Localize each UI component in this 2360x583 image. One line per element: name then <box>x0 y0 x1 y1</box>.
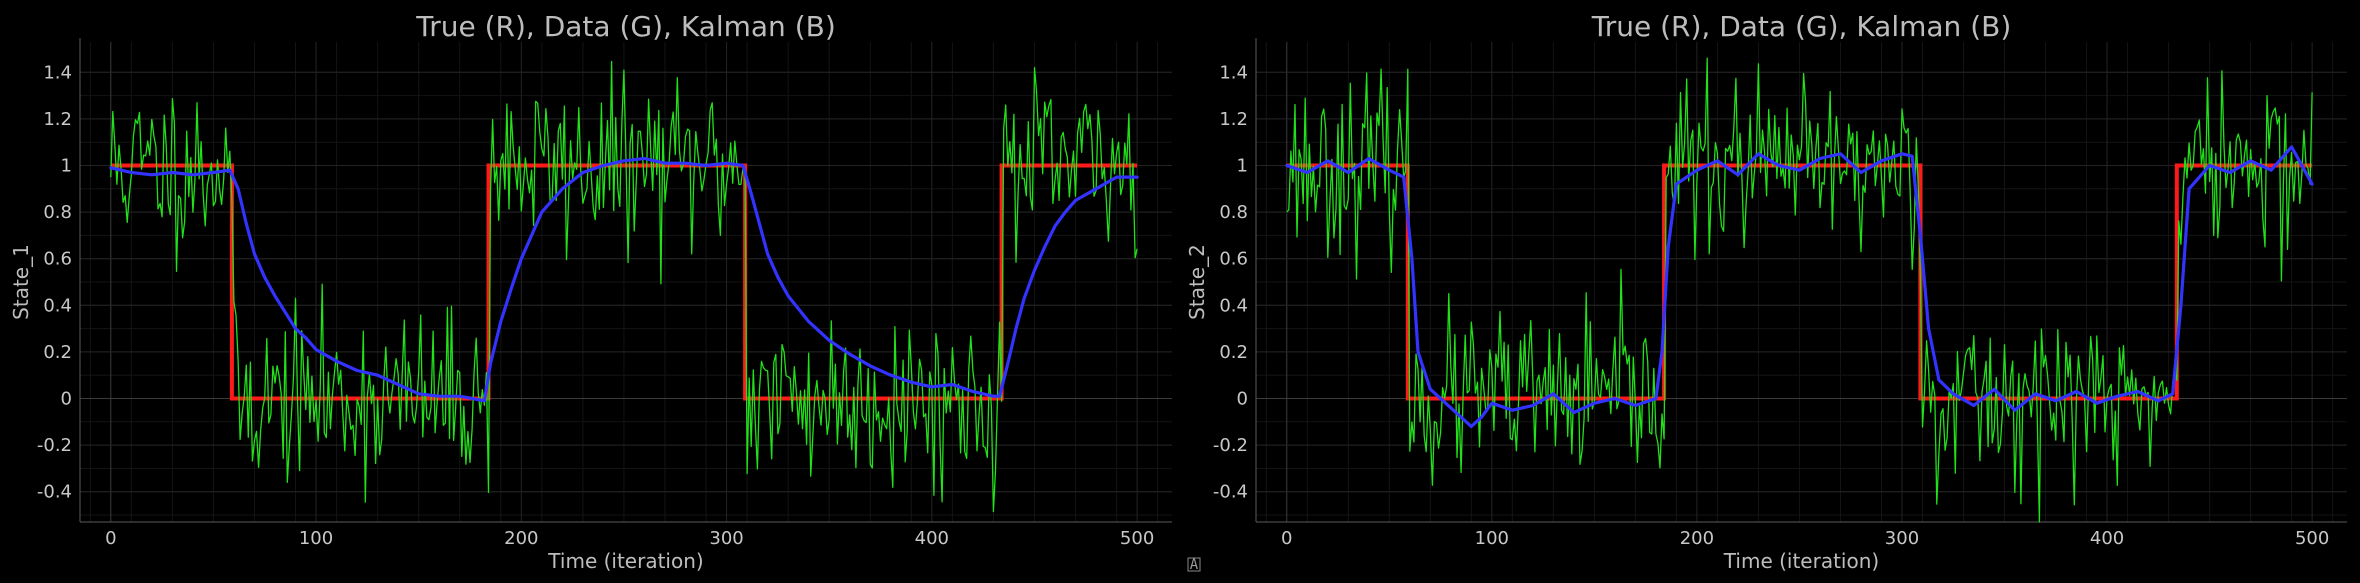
true-series-state-2 <box>1286 163 2313 401</box>
y-tick-label: 0.8 <box>1219 202 1248 223</box>
y-tick-label: 1 <box>1237 155 1248 176</box>
y-tick-label: 1.4 <box>43 62 72 83</box>
y-tick-label: -0.2 <box>1213 435 1248 456</box>
x-tick-label: 0 <box>105 528 116 549</box>
chart-title-state-1: True (R), Data (G), Kalman (B) <box>415 10 836 43</box>
y-tick-label: -0.4 <box>1213 482 1248 503</box>
x-axis-label-state-2: Time (iteration) <box>1723 549 1879 573</box>
kalman-line <box>1285 145 2314 429</box>
true-line <box>1286 163 2313 401</box>
y-tick-label: 0.6 <box>43 249 72 270</box>
x-tick-label: 0 <box>1281 528 1292 549</box>
x-tick-label: 200 <box>504 528 538 549</box>
y-tick-label: 0.6 <box>1219 249 1248 270</box>
x-tick-label: 300 <box>1885 528 1919 549</box>
chart-title-state-2: True (R), Data (G), Kalman (B) <box>1591 10 2012 43</box>
y-tick-label: -0.4 <box>37 482 72 503</box>
x-tick-label: 200 <box>1680 528 1714 549</box>
y-tick-label: 0.2 <box>1219 342 1248 363</box>
y-tick-label: 0.4 <box>1219 295 1248 316</box>
data-series-state-2 <box>1286 57 2313 523</box>
y-tick-label: -0.2 <box>37 435 72 456</box>
y-tick-label: 1.4 <box>1219 62 1248 83</box>
kalman-series-state-1 <box>109 156 1139 403</box>
data-line <box>1286 57 2313 523</box>
chart-state-2: 0 100 200 300 400 500 -0.4 -0.2 0 0.2 0.4 0.6 0.8 1 1.… <box>1185 10 2347 573</box>
y-tick-label: 0.2 <box>43 342 72 363</box>
x-tick-label: 100 <box>1475 528 1509 549</box>
data-line <box>110 60 1138 513</box>
y-tick-label: 0 <box>1237 389 1248 410</box>
data-series-state-1 <box>110 60 1138 513</box>
y-axis-label-state-1: State_1 <box>9 244 33 320</box>
ticks-state-2: 0 100 200 300 400 500 -0.4 -0.2 0 0.2 0.4 0.6 0.8 1 1.… <box>1213 62 2329 549</box>
y-tick-label: 0 <box>61 389 72 410</box>
x-tick-label: 500 <box>1120 528 1154 549</box>
y-tick-label: 0.8 <box>43 202 72 223</box>
ticks-state-1: 0 100 200 300 400 500 -0.4 -0.2 0 0.2 0.4 0.6 0.8 1 1.… <box>37 62 1154 549</box>
corner-marker-glyph: A <box>1190 557 1199 573</box>
x-tick-label: 300 <box>709 528 743 549</box>
y-tick-label: 1.2 <box>1219 109 1248 130</box>
y-tick-label: 0.4 <box>43 295 72 316</box>
kalman-line <box>109 156 1139 403</box>
chart-state-1: 0 100 200 300 400 500 -0.4 -0.2 0 0.2 0.4 0.6 0.8 1 1.… <box>9 10 1172 573</box>
x-tick-label: 500 <box>2295 528 2329 549</box>
x-tick-label: 100 <box>299 528 333 549</box>
corner-marker-box <box>1187 557 1201 572</box>
y-axis-label-state-2: State_2 <box>1185 244 1209 320</box>
y-tick-label: 1.2 <box>43 109 72 130</box>
y-tick-label: 1 <box>61 155 72 176</box>
x-axis-label-state-1: Time (iteration) <box>547 549 703 573</box>
corner-marker: A <box>1187 557 1201 573</box>
x-tick-label: 400 <box>915 528 949 549</box>
grid-state-1 <box>79 38 1172 523</box>
x-tick-label: 400 <box>2090 528 2124 549</box>
kalman-series-state-2 <box>1285 145 2314 429</box>
